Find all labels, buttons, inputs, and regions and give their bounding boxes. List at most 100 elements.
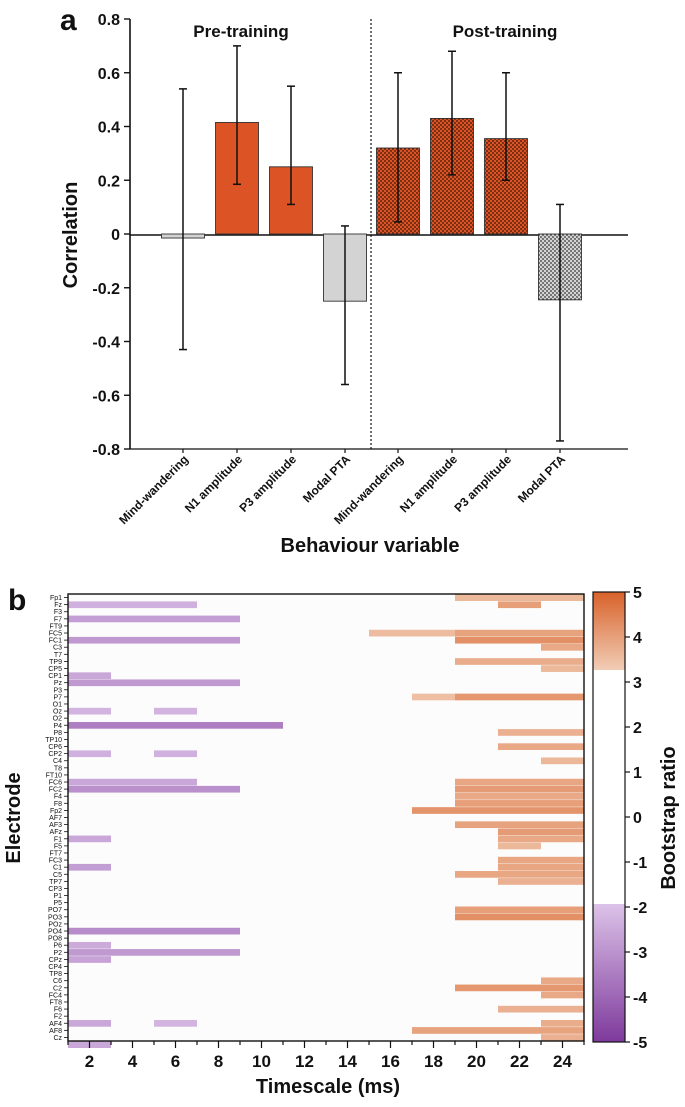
heatmap-cell xyxy=(412,1027,584,1034)
electrode-label: FC1 xyxy=(49,638,62,645)
y-tick-label: 0.4 xyxy=(98,120,120,137)
heatmap-cell xyxy=(498,878,584,885)
colorbar-tick-label: 5 xyxy=(633,585,642,602)
colorbar-tick-label: -4 xyxy=(633,990,647,1007)
y-tick-label: -0.6 xyxy=(92,388,120,405)
electrode-label: PO3 xyxy=(48,914,62,921)
heatmap-cell xyxy=(455,871,584,878)
y-tick-label: 0 xyxy=(111,227,120,244)
x-tick-label: Modal PTA xyxy=(300,452,353,505)
heatmap-cell xyxy=(541,1034,584,1041)
heatmap-cell xyxy=(68,778,197,786)
heatmap-cell xyxy=(541,643,584,651)
panel-b-y-label: Electrode xyxy=(3,772,25,863)
electrode-label: Fz xyxy=(54,602,62,609)
heatmap-cell xyxy=(541,991,584,999)
heatmap-cell xyxy=(68,636,240,644)
electrode-label: POz xyxy=(48,921,62,928)
heatmap-cell xyxy=(498,842,541,850)
group-label-pre: Pre-training xyxy=(193,22,288,41)
y-tick-label: 0.6 xyxy=(98,66,120,83)
colorbar-high xyxy=(593,592,625,670)
electrode-label: C6 xyxy=(53,978,62,985)
heatmap-cell xyxy=(68,785,240,793)
x-tick-label: 8 xyxy=(214,1052,223,1071)
heatmap-cell xyxy=(68,707,111,715)
electrode-label: FT9 xyxy=(50,623,63,630)
heatmap-cell xyxy=(412,693,455,701)
heatmap-cell xyxy=(68,927,240,935)
x-tick-label: 20 xyxy=(467,1052,486,1071)
heatmap-cell xyxy=(455,693,584,701)
colorbar-tick-label: 2 xyxy=(633,720,642,737)
electrode-label: P1 xyxy=(53,893,62,900)
heatmap-cell xyxy=(455,778,584,786)
heatmap-cell xyxy=(498,1005,584,1013)
electrode-label: TP7 xyxy=(49,879,62,886)
electrode-label: Fp1 xyxy=(50,595,62,602)
electrode-label: C5 xyxy=(53,872,62,879)
heatmap-cell xyxy=(68,615,240,623)
heatmap-cell xyxy=(68,679,240,687)
heatmap-cell xyxy=(68,941,111,949)
group-label-post: Post-training xyxy=(453,22,558,41)
electrode-label: TP9 xyxy=(49,659,62,666)
electrode-label: PO4 xyxy=(48,929,62,936)
electrode-label: Pz xyxy=(54,680,63,687)
electrode-label: T7 xyxy=(54,652,62,659)
heatmap-cell xyxy=(455,629,584,637)
electrode-label: T8 xyxy=(54,765,62,772)
heatmap-background xyxy=(68,594,584,1041)
heatmap-cell xyxy=(498,601,541,609)
heatmap-cell xyxy=(68,949,240,956)
electrode-label: AFz xyxy=(50,829,63,836)
heatmap-cell xyxy=(68,1020,111,1027)
heatmap-cell xyxy=(154,707,197,715)
colorbar-tick-label: 3 xyxy=(633,675,642,692)
x-tick-label: 12 xyxy=(295,1052,314,1071)
electrode-label: CP4 xyxy=(48,964,62,971)
y-tick-label: 0.2 xyxy=(98,173,120,190)
x-tick-label: 6 xyxy=(171,1052,180,1071)
heatmap-cell xyxy=(369,629,455,637)
panel-a-bars xyxy=(161,45,582,442)
electrode-label: Cz xyxy=(53,1035,62,1042)
panel-a-label: a xyxy=(60,4,77,37)
electrode-label: CP5 xyxy=(48,666,62,673)
heatmap-cell xyxy=(541,757,584,765)
panel-a-y-ticks: 0.8 0.6 0.4 0.2 0 -0.2 -0.4 -0.6 -0.8 xyxy=(92,12,130,459)
electrode-label: Oz xyxy=(53,709,62,716)
heatmap-cell xyxy=(455,594,584,601)
colorbar-tick-label: -1 xyxy=(633,855,647,872)
x-tick-label: 2 xyxy=(85,1052,94,1071)
x-tick-label: 4 xyxy=(128,1052,138,1071)
heatmap-cell xyxy=(498,828,584,836)
heatmap-cell xyxy=(68,956,111,963)
electrode-label: F2 xyxy=(54,1014,62,1021)
electrode-label: C1 xyxy=(53,865,62,872)
heatmap-cell xyxy=(498,856,584,864)
heatmap-cell xyxy=(412,807,584,814)
electrode-label: O1 xyxy=(53,701,62,708)
colorbar-ticks: 5 4 3 2 1 0 -1 -2 -3 -4 -5 xyxy=(625,585,647,1052)
colorbar-label: Bootstrap ratio xyxy=(658,746,680,889)
electrode-label: P4 xyxy=(53,723,62,730)
panel-a-x-label: Behaviour variable xyxy=(281,535,460,557)
heatmap-cell xyxy=(455,821,584,829)
x-tick-label: Mind-wandering xyxy=(116,452,191,527)
heatmap-cell xyxy=(68,750,111,758)
panel-b-label: b xyxy=(8,584,26,617)
heatmap-cell xyxy=(498,743,584,750)
heatmap-cell xyxy=(68,601,197,609)
colorbar-tick-label: -2 xyxy=(633,900,647,917)
electrode-label: FC3 xyxy=(49,858,62,865)
electrode-label: FT10 xyxy=(46,772,62,779)
colorbar-neutral xyxy=(593,670,625,904)
heatmap-cell xyxy=(455,906,584,914)
colorbar-tick-label: 0 xyxy=(633,810,642,827)
electrode-label: F3 xyxy=(54,609,62,616)
heatmap-cell xyxy=(498,729,584,736)
electrode-label: O2 xyxy=(53,716,62,723)
